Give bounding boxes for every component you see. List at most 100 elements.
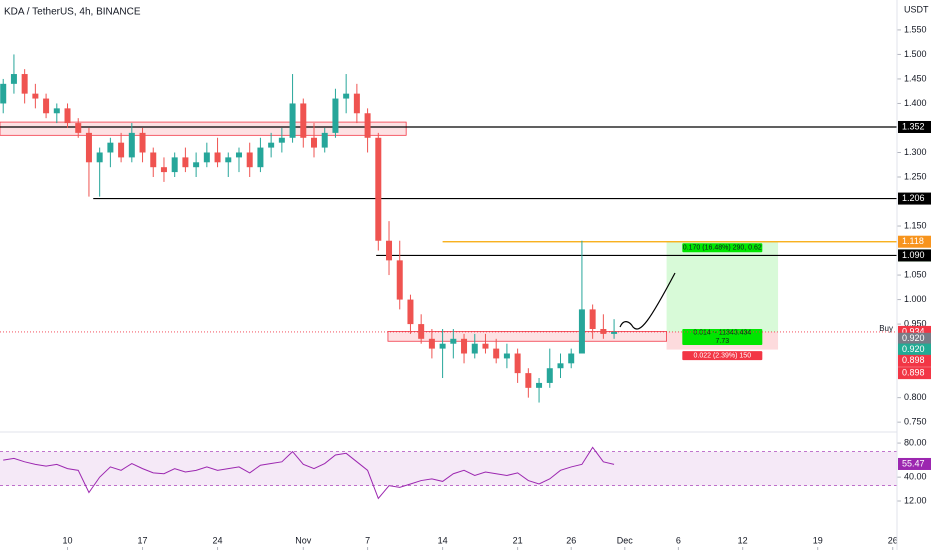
position-label-box [682,328,763,345]
candle-body [568,353,575,364]
candle-body [268,142,275,148]
x-tick-label: 7 [365,535,370,545]
position-label-box [682,243,763,253]
candle-body [235,152,242,158]
candle-body [96,152,103,163]
x-tick-label: 19 [813,535,823,545]
position-label: 0.022 (2.39%) 150 [694,352,752,359]
y-tick-label: 1.500 [904,49,927,59]
y-tick-label: 1.400 [904,98,927,108]
target-zone [666,241,779,332]
candle-body [203,152,210,163]
candle-body [139,132,146,153]
symbol-title: KDA / TetherUS, 4h, BINANCE [4,7,141,18]
y-tick-label: 1.250 [904,171,927,181]
candle-body [214,152,221,163]
candle-body [493,348,500,359]
rsi-line [3,446,615,500]
candle-body [150,152,157,168]
rsi-band [0,451,897,486]
candle-body [450,338,457,344]
price-label [898,120,931,133]
candle-body [407,299,414,325]
y-tick-label: 1.000 [904,294,927,304]
x-tick-label: 10 [63,535,73,545]
y-tick-label: 1.450 [904,73,927,83]
y-tick-label: 0.800 [904,392,927,402]
zone [387,331,667,342]
price-label-text: 1.090 [902,250,925,260]
candle-body [311,137,318,148]
candle-body [536,382,543,388]
candle-body [225,157,232,163]
candle-body [32,93,39,99]
candle-body [525,373,532,388]
candle-body [0,83,7,104]
y-tick-label: 1.300 [904,147,927,157]
price-label [898,343,931,356]
candle-body [503,353,510,359]
candle-body [600,328,607,334]
price-label [898,249,931,262]
x-tick-label: 12 [738,535,748,545]
candle-body [557,363,564,369]
rsi-last-text: 55.47 [902,458,925,468]
y-tick-label: 1.550 [904,24,927,34]
candle-body [257,147,264,168]
candle-body [461,338,468,354]
rsi-tick-label: 80.00 [904,437,927,447]
buy-label: Buy [879,324,893,333]
candle-body [546,368,553,383]
rsi-last [898,457,931,470]
candle-body [246,152,253,168]
price-label [898,367,931,380]
candle-body [10,74,17,84]
candle-body [85,132,92,163]
candle-body [160,167,167,173]
candle-body [589,309,596,329]
candle-body [332,98,339,133]
x-tick-label: 26 [566,535,576,545]
price-label [898,235,931,248]
candle-body [439,343,446,349]
x-tick-label: 24 [213,535,223,545]
candle-body [471,343,478,354]
rsi-tick-label: 12.00 [904,495,927,505]
price-label [898,192,931,205]
y-tick-label: 0.750 [904,417,927,427]
x-tick-label: 17 [138,535,148,545]
candle-body [418,324,425,339]
price-label [898,354,931,367]
candle-body [343,93,350,99]
candle-body [353,93,360,114]
candle-body [386,240,393,261]
candle-body [611,331,618,334]
position-label-box [682,351,763,361]
candle-body [193,162,200,168]
candle-body [43,98,50,114]
candle-body [182,157,189,168]
candle-body [428,338,435,349]
candle-body [289,103,296,138]
price-label-text: 0.920 [902,333,925,343]
price-label-text: 1.206 [902,193,925,203]
candle-body [514,353,521,374]
candle-body [364,113,371,138]
x-tick-label: Nov [295,535,312,545]
candle-body [578,309,585,354]
candle-body [53,108,60,114]
candle-body [107,142,114,153]
x-tick-label: 14 [438,535,448,545]
price-label-text: 0.898 [902,367,925,377]
y-tick-label: 1.150 [904,220,927,230]
y-tick-label: 0.950 [904,318,927,328]
price-label-text: 1.352 [902,121,925,131]
candle-body [21,74,28,94]
candle-body [375,137,382,241]
candle-body [278,137,285,143]
candle-body [171,157,178,173]
y-tick-label: 1.050 [904,269,927,279]
rsi-tick-label: 40.00 [904,472,927,482]
zone [0,121,407,136]
